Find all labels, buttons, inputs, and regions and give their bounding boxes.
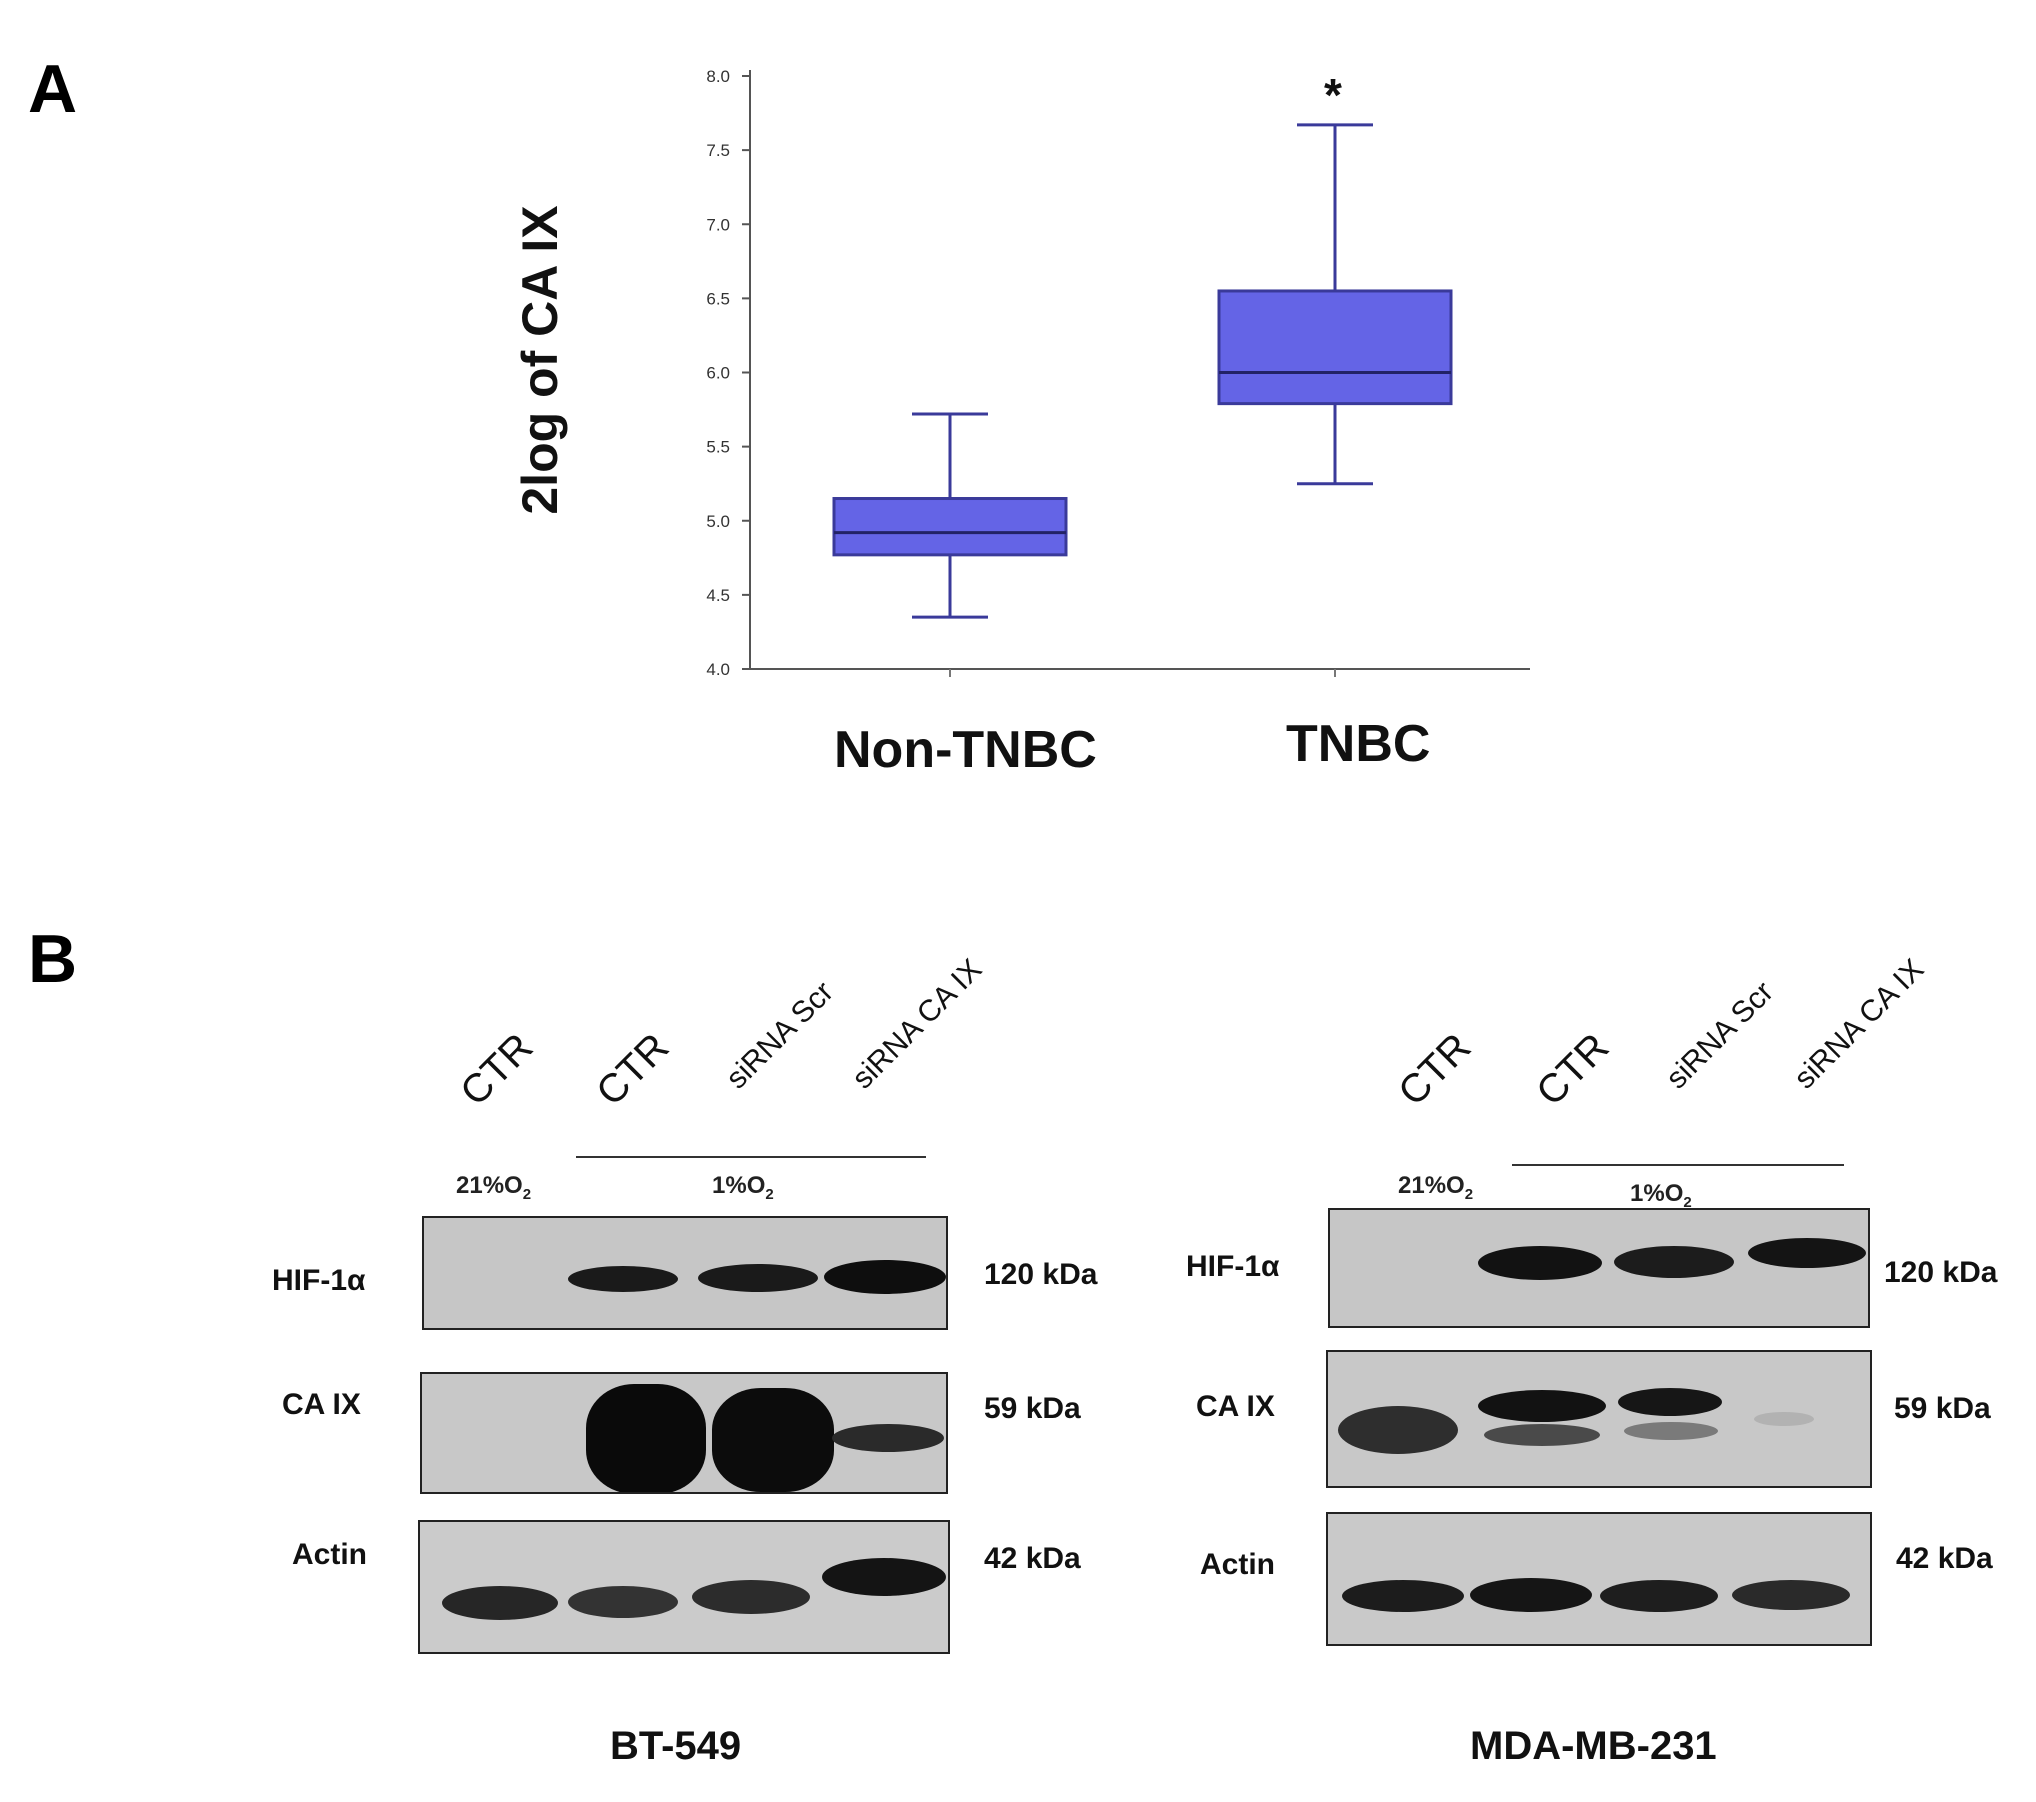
cell-line-label: MDA-MB-231	[1470, 1724, 1717, 1768]
blot-hif1a	[422, 1216, 948, 1330]
protein-label-hif1a: HIF-1α	[272, 1264, 366, 1297]
band	[692, 1580, 810, 1614]
condition-hypoxia: 1%O2	[1630, 1180, 1692, 1211]
band	[1624, 1422, 1718, 1440]
box-plot: 4.0 4.5 5.0 5.5 6.0 6.5 7.0 7.5 8.0 *	[706, 67, 1530, 679]
band	[712, 1388, 834, 1492]
condition-normoxia: 21%O2	[1398, 1172, 1474, 1203]
band	[822, 1558, 946, 1596]
kda-label: 42 kDa	[984, 1542, 1081, 1575]
band	[1748, 1238, 1866, 1268]
lane-label: CTR	[588, 1025, 678, 1115]
band	[1478, 1390, 1606, 1422]
condition-hypoxia: 1%O2	[712, 1172, 774, 1203]
y-tick-label: 6.5	[706, 289, 730, 308]
y-tick-label: 6.0	[706, 364, 730, 383]
y-tick-label: 4.0	[706, 660, 730, 679]
band	[568, 1586, 678, 1618]
band	[698, 1264, 818, 1292]
protein-label-ca9: CA IX	[282, 1388, 361, 1421]
blot-actin	[418, 1520, 950, 1654]
x-category-label-tnbc: TNBC	[1286, 715, 1431, 773]
y-tick-label: 4.5	[706, 586, 730, 605]
y-tick-label: 7.5	[706, 141, 730, 160]
lane-label: CTR	[452, 1025, 542, 1115]
blot-ca9	[1326, 1350, 1872, 1488]
protein-label-ca9: CA IX	[1196, 1390, 1275, 1423]
lane-label: siRNA Scr	[719, 975, 840, 1096]
band	[1600, 1580, 1718, 1612]
panel-b-letter: B	[28, 921, 78, 997]
lane-label: CTR	[1390, 1025, 1480, 1115]
blot-hif1a	[1328, 1208, 1870, 1328]
protein-label-hif1a: HIF-1α	[1186, 1250, 1280, 1283]
protein-label-actin: Actin	[1200, 1548, 1275, 1581]
band	[442, 1586, 558, 1620]
band	[1484, 1424, 1600, 1446]
band	[1732, 1580, 1850, 1610]
box-tnbc	[1217, 289, 1453, 406]
kda-label: 59 kDa	[984, 1392, 1081, 1425]
y-tick-label: 7.0	[706, 215, 730, 234]
y-tick-label: 5.0	[706, 512, 730, 531]
band	[1614, 1246, 1734, 1278]
cell-line-label: BT-549	[610, 1724, 742, 1768]
panel-a-letter: A	[28, 51, 78, 127]
band	[1338, 1406, 1458, 1454]
condition-normoxia: 21%O2	[456, 1172, 532, 1203]
blot-actin	[1326, 1512, 1872, 1646]
band	[568, 1266, 678, 1292]
hypoxia-bracket-line	[1512, 1164, 1844, 1166]
kda-label: 120 kDa	[984, 1258, 1098, 1291]
kda-label: 42 kDa	[1896, 1542, 1993, 1575]
lane-label: siRNA Scr	[1659, 975, 1780, 1096]
band	[1478, 1246, 1602, 1280]
band	[586, 1384, 706, 1492]
y-tick-label: 5.5	[706, 438, 730, 457]
kda-label: 120 kDa	[1884, 1256, 1998, 1289]
blot-ca9	[420, 1372, 948, 1494]
band	[1754, 1412, 1814, 1426]
band	[1470, 1578, 1592, 1612]
significance-marker: *	[1324, 69, 1342, 121]
box-non-tnbc	[832, 497, 1068, 557]
band	[824, 1260, 946, 1294]
kda-label: 59 kDa	[1894, 1392, 1991, 1425]
lane-label: siRNA CA IX	[845, 952, 989, 1096]
band	[1342, 1580, 1464, 1612]
protein-label-actin: Actin	[292, 1538, 367, 1571]
band	[1618, 1388, 1722, 1416]
lane-label: CTR	[1528, 1025, 1618, 1115]
hypoxia-bracket-line	[576, 1156, 926, 1158]
y-tick-label: 8.0	[706, 67, 730, 86]
band	[832, 1424, 944, 1452]
lane-label: siRNA CA IX	[1787, 952, 1931, 1096]
x-category-label-non-tnbc: Non-TNBC	[834, 721, 1097, 779]
